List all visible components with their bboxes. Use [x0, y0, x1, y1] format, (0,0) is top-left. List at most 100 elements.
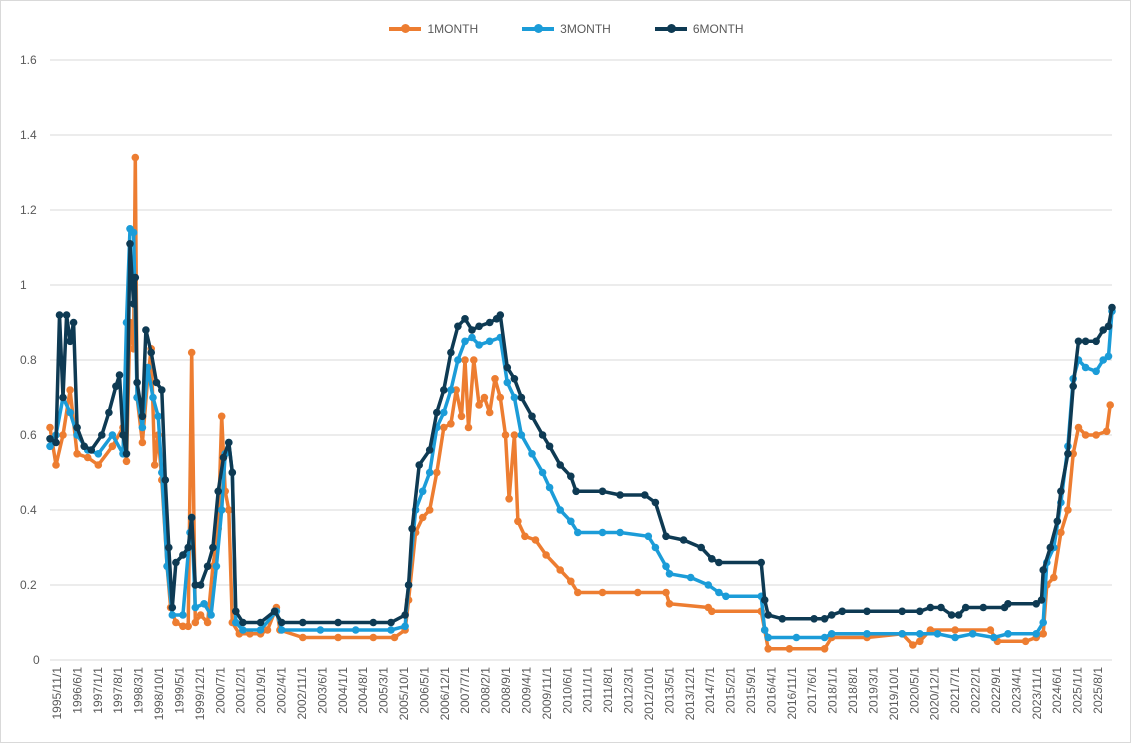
- data-point-3month: [485, 337, 494, 346]
- x-tick-label: 2020/12/1: [928, 667, 942, 721]
- data-point-3month: [574, 528, 582, 537]
- data-point-1month: [73, 450, 81, 458]
- data-point-6month: [764, 611, 772, 619]
- data-point-1month: [510, 431, 519, 439]
- data-point-3month: [316, 626, 325, 634]
- data-point-6month: [105, 408, 113, 417]
- data-point-6month: [152, 378, 161, 387]
- data-point-6month: [757, 558, 765, 567]
- data-point-6month: [708, 555, 716, 563]
- data-point-3month: [217, 506, 226, 514]
- data-point-6month: [1074, 337, 1083, 346]
- data-point-6month: [961, 603, 970, 612]
- data-point-6month: [165, 543, 173, 552]
- x-tick-label: 2010/6/1: [560, 667, 574, 714]
- x-tick-label: 2025/1/1: [1071, 667, 1085, 714]
- data-point-3month: [1081, 363, 1090, 372]
- data-point-3month: [968, 630, 977, 638]
- data-point-6month: [87, 446, 96, 454]
- x-tick-label: 2015/2/1: [724, 667, 738, 714]
- data-point-6month: [179, 551, 187, 559]
- data-point-6month: [926, 603, 935, 612]
- x-tick-label: 2011/8/1: [601, 667, 615, 713]
- data-point-6month: [538, 431, 547, 439]
- data-point-6month: [979, 603, 988, 612]
- data-point-1month: [122, 457, 131, 466]
- x-tick-label: 1998/3/1: [132, 667, 146, 714]
- data-point-3month: [277, 626, 286, 634]
- data-point-3month: [1092, 367, 1100, 376]
- legend-label-1month: 1MONTH: [427, 22, 479, 36]
- x-tick-label: 2020/5/1: [907, 667, 921, 714]
- data-point-3month: [351, 626, 360, 634]
- x-tick-label: 2013/12/1: [683, 667, 697, 721]
- data-point-1month: [334, 633, 342, 642]
- data-point-3month: [665, 570, 674, 578]
- data-point-6month: [126, 240, 134, 248]
- legend-item-3month[interactable]: 3MONTH: [522, 22, 611, 36]
- data-point-3month: [651, 543, 660, 552]
- data-point-6month: [69, 318, 78, 327]
- data-point-1month: [131, 153, 140, 162]
- data-point-3month: [1099, 356, 1107, 364]
- data-point-3month: [616, 528, 624, 537]
- data-point-3month: [916, 630, 924, 638]
- data-point-6month: [73, 423, 81, 432]
- data-point-3month: [517, 431, 526, 439]
- data-point-3month: [1032, 630, 1040, 638]
- data-point-1month: [1064, 506, 1072, 514]
- x-tick-label: 2005/3/1: [377, 667, 391, 714]
- data-point-6month: [299, 618, 307, 627]
- data-point-6month: [209, 543, 217, 552]
- data-point-6month: [408, 525, 416, 533]
- data-point-3month: [598, 528, 607, 537]
- x-tick-label: 2016/4/1: [764, 667, 778, 714]
- data-point-6month: [440, 386, 448, 394]
- x-tick-label: 1997/8/1: [111, 667, 125, 714]
- data-point-3month: [792, 633, 801, 642]
- data-point-6month: [616, 491, 624, 499]
- data-point-1month: [187, 348, 196, 357]
- data-point-3month: [662, 562, 670, 571]
- data-point-3month: [990, 633, 998, 642]
- data-point-1month: [567, 577, 575, 586]
- data-point-6month: [810, 615, 818, 623]
- data-point-1month: [1081, 431, 1090, 439]
- x-tick-label: 2006/12/1: [438, 667, 452, 721]
- data-point-1month: [951, 626, 959, 634]
- y-tick-label: 0.8: [20, 353, 37, 367]
- data-point-6month: [404, 581, 413, 589]
- data-point-1month: [501, 431, 510, 439]
- series-6month: [46, 240, 1116, 627]
- data-point-1month: [447, 420, 455, 428]
- data-point-3month: [179, 611, 187, 619]
- data-point-6month: [131, 273, 140, 282]
- data-point-6month: [425, 446, 434, 454]
- data-point-1month: [598, 588, 607, 597]
- data-point-3month: [468, 333, 476, 342]
- x-tick-label: 1995/11/1: [50, 667, 64, 720]
- data-point-6month: [461, 315, 469, 323]
- data-point-3month: [704, 581, 713, 589]
- data-point-6month: [1037, 596, 1046, 604]
- data-point-6month: [225, 438, 233, 447]
- x-tick-label: 1999/5/1: [172, 667, 186, 714]
- data-point-3month: [138, 423, 147, 432]
- data-point-1month: [225, 506, 233, 514]
- x-tick-label: 2007/7/1: [458, 667, 472, 714]
- data-point-6month: [778, 615, 787, 623]
- data-point-1month: [172, 618, 180, 627]
- data-point-3month: [545, 483, 554, 492]
- data-point-6month: [191, 581, 200, 589]
- legend-item-6month[interactable]: 6MONTH: [654, 22, 744, 36]
- data-point-3month: [556, 506, 564, 514]
- data-point-6month: [863, 607, 871, 616]
- data-point-1month: [820, 645, 829, 653]
- data-point-1month: [542, 551, 550, 559]
- legend-item-1month[interactable]: 1MONTH: [389, 22, 478, 36]
- data-point-6month: [119, 431, 127, 439]
- data-point-6month: [172, 558, 180, 567]
- data-point-6month: [1108, 303, 1116, 312]
- data-point-1month: [217, 412, 226, 421]
- data-point-6month: [1092, 337, 1100, 346]
